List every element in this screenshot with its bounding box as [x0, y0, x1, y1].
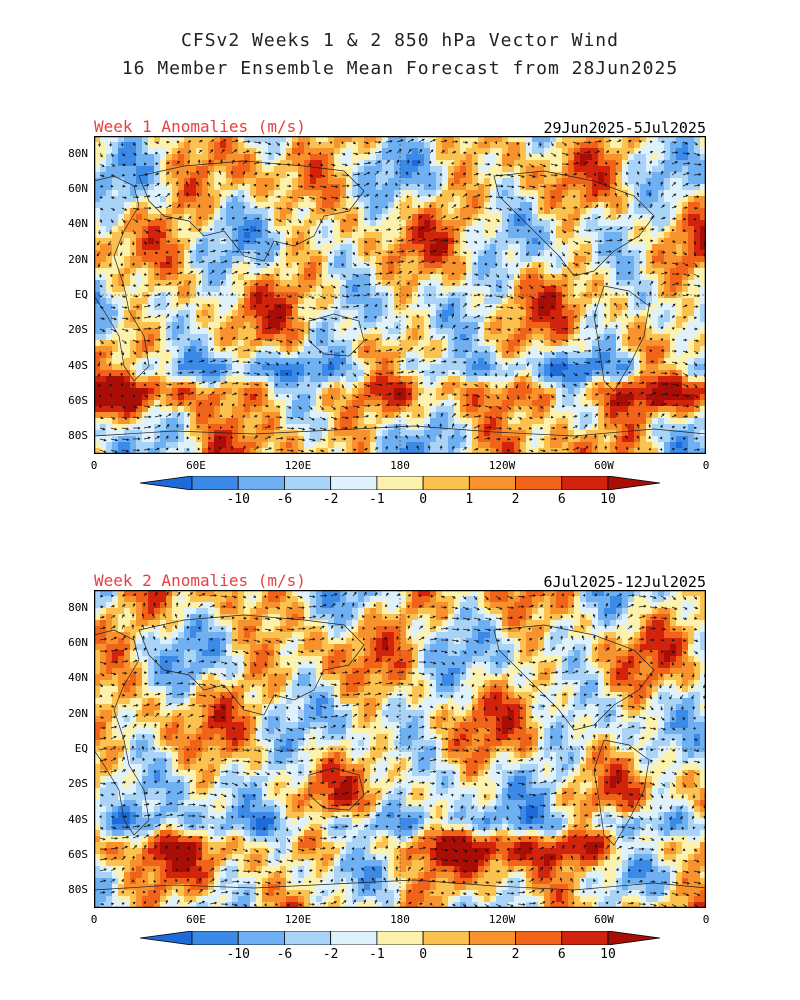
title-line-1: CFSv2 Weeks 1 & 2 850 hPa Vector Wind [181, 30, 619, 51]
lon-tick-label: 60E [186, 459, 206, 472]
colorbar-tick-label: 6 [557, 947, 566, 962]
lat-tick-label: 60S [68, 848, 88, 861]
colorbar-tick-label: 0 [419, 492, 428, 507]
lat-tick-label: 80N [68, 600, 88, 614]
week2-colorbar [140, 931, 660, 945]
lat-tick-label: 60N [68, 636, 88, 649]
colorbar-tick-label: 2 [511, 947, 520, 962]
anomaly-shading [94, 590, 706, 908]
lat-tick-label: 60N [68, 182, 88, 195]
week1-wind-anomaly-map [94, 136, 706, 454]
colorbar-segment [191, 931, 239, 945]
colorbar-segment [468, 931, 516, 945]
colorbar-tick-label: -2 [322, 947, 339, 962]
lat-tick-label: 20N [68, 706, 88, 720]
week1-colorbar [140, 476, 660, 490]
lon-tick-label: 0 [702, 459, 710, 472]
lat-tick-label: 60S [68, 394, 88, 407]
lon-tick-label: 180 [390, 459, 410, 472]
colorbar-tick-label: -6 [276, 492, 293, 507]
coastlines [94, 614, 706, 891]
lat-tick-label: 40S [68, 358, 88, 372]
colorbar-segment [376, 931, 424, 945]
colorbar-segment [140, 476, 193, 490]
colorbar-segment [330, 476, 378, 490]
colorbar-segment [284, 931, 332, 945]
colorbar-tick-label: -10 [226, 947, 250, 962]
wind-vectors [96, 138, 706, 453]
colorbar-segment [561, 476, 609, 490]
lon-tick-label: 120W [488, 913, 516, 926]
lon-tick-label: 120E [284, 913, 312, 926]
week2-anomaly-label: Week 2 Anomalies (m/s) [94, 571, 306, 590]
map-frame [94, 590, 706, 908]
lat-tick-label: 40N [68, 217, 88, 231]
lat-tick-label: 80S [68, 429, 88, 443]
colorbar-tick-label: 1 [465, 492, 474, 507]
colorbar-segment [515, 476, 563, 490]
lon-tick-label: 0 [90, 913, 98, 926]
lat-tick-label: 20S [68, 777, 88, 791]
week2-date-range: 6Jul2025-12Jul2025 [543, 573, 706, 591]
map-frame [94, 136, 706, 454]
colorbar-tick-label: 1 [465, 947, 474, 962]
colorbar-tick-label: 10 [600, 492, 616, 507]
colorbar-segment [561, 931, 609, 945]
colorbar-segment [376, 476, 424, 490]
colorbar-segment [284, 476, 332, 490]
week1-anomaly-label: Week 1 Anomalies (m/s) [94, 117, 306, 136]
anomaly-shading [94, 136, 706, 454]
colorbar-segment [422, 476, 470, 490]
week2-wind-anomaly-map [94, 590, 706, 908]
colorbar-segment [191, 476, 239, 490]
coastlines [94, 160, 706, 437]
lat-tick-label: 40S [68, 812, 88, 826]
colorbar-segment [330, 931, 378, 945]
lat-tick-label: 20N [68, 252, 88, 266]
colorbar-tick-label: 10 [600, 947, 616, 962]
lon-tick-label: 180 [390, 913, 410, 926]
colorbar-tick-label: 2 [511, 492, 520, 507]
lat-tick-label: EQ [74, 288, 88, 301]
lon-tick-label: 0 [702, 913, 710, 926]
wind-vectors [99, 591, 706, 908]
colorbar-tick-label: -2 [322, 492, 339, 507]
lon-tick-label: 60E [186, 913, 206, 926]
colorbar-tick-label: 0 [419, 947, 428, 962]
lat-tick-label: 20S [68, 323, 88, 337]
colorbar-tick-label: 6 [557, 492, 566, 507]
lon-tick-label: 0 [90, 459, 98, 472]
lon-tick-label: 120E [284, 459, 312, 472]
lat-tick-label: 80S [68, 883, 88, 897]
lat-tick-label: EQ [74, 742, 88, 755]
colorbar-segment [468, 476, 516, 490]
colorbar-segment [237, 931, 285, 945]
colorbar-segment [140, 931, 193, 945]
lat-tick-label: 40N [68, 671, 88, 685]
colorbar-segment [607, 476, 660, 490]
colorbar-segment [237, 476, 285, 490]
colorbar-segment [422, 931, 470, 945]
colorbar-tick-label: -6 [276, 947, 293, 962]
lat-tick-label: 80N [68, 146, 88, 160]
week1-date-range: 29Jun2025-5Jul2025 [543, 119, 706, 137]
colorbar-segment [515, 931, 563, 945]
lon-tick-label: 60W [594, 913, 614, 926]
colorbar-tick-label: -10 [226, 492, 250, 507]
colorbar-tick-label: -1 [369, 947, 385, 962]
lon-tick-label: 120W [488, 459, 516, 472]
lon-tick-label: 60W [594, 459, 614, 472]
title-line-2: 16 Member Ensemble Mean Forecast from 28… [121, 58, 679, 79]
colorbar-segment [607, 931, 660, 945]
colorbar-tick-label: -1 [369, 492, 385, 507]
